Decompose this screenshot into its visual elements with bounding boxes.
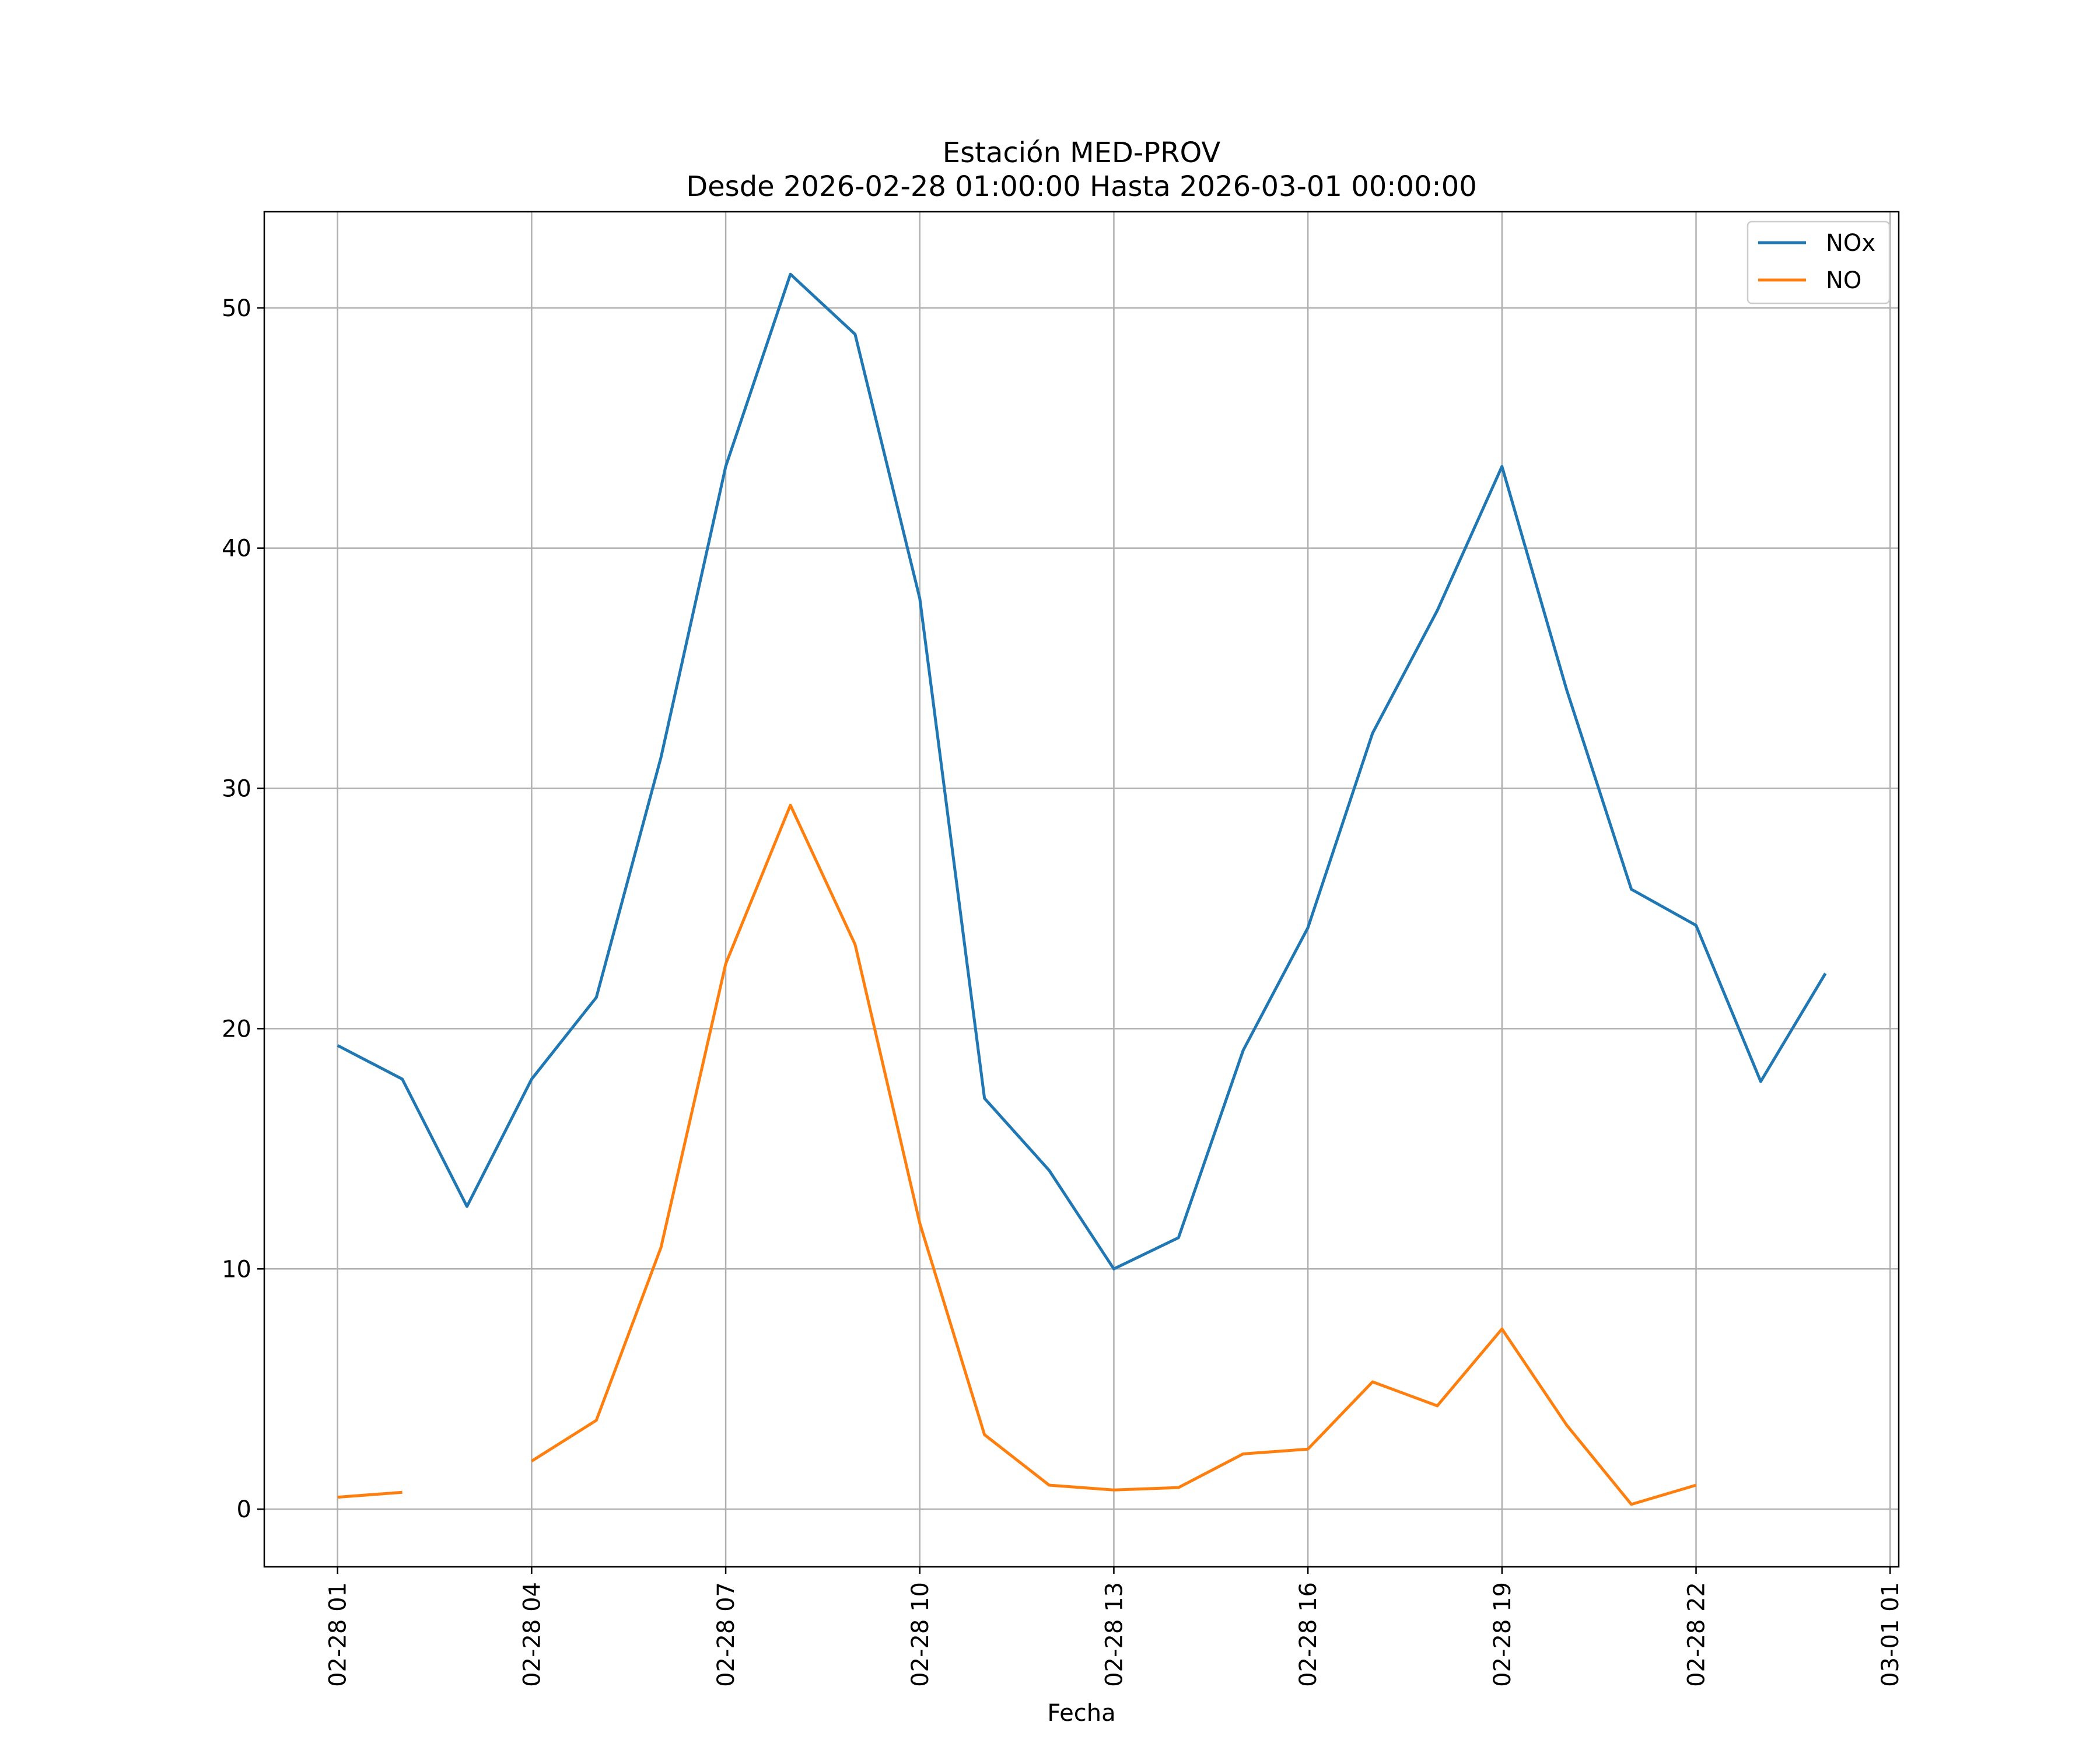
y-tick-label: 30 bbox=[222, 776, 251, 803]
x-tick-label: 02-28 16 bbox=[1295, 1582, 1322, 1687]
series-line-no bbox=[337, 1490, 402, 1499]
chart-title-line-2: Desde 2026-02-28 01:00:00 Hasta 2026-03-… bbox=[686, 170, 1477, 203]
series-no bbox=[337, 803, 1697, 1506]
x-tick-label: 02-28 01 bbox=[325, 1582, 352, 1687]
legend-label-nox: NOx bbox=[1826, 230, 1875, 257]
grid bbox=[264, 212, 1899, 1567]
x-tick-label: 02-28 04 bbox=[519, 1582, 545, 1687]
y-tick-label: 0 bbox=[237, 1496, 251, 1523]
y-tick-label: 40 bbox=[222, 536, 251, 562]
x-tick-label: 02-28 19 bbox=[1489, 1582, 1516, 1687]
chart-title-line-1: Estación MED-PROV bbox=[943, 136, 1221, 169]
series-nox bbox=[337, 272, 1827, 1270]
series-line-no bbox=[531, 803, 1697, 1506]
x-tick-label: 02-28 07 bbox=[713, 1582, 740, 1687]
x-tick-label: 02-28 10 bbox=[907, 1582, 934, 1687]
series-line-nox bbox=[337, 272, 1827, 1270]
y-tick-label: 20 bbox=[222, 1016, 251, 1042]
y-tick-label: 50 bbox=[222, 295, 251, 322]
x-tick-label: 02-28 22 bbox=[1684, 1582, 1710, 1687]
y-tick-label: 10 bbox=[222, 1256, 251, 1283]
plot-frame bbox=[263, 211, 1900, 1568]
legend: NOx NO bbox=[1746, 220, 1891, 304]
x-axis-label: Fecha bbox=[1047, 1700, 1115, 1727]
x-tick-label: 02-28 13 bbox=[1101, 1582, 1128, 1687]
axis-ticks: 02-28 01 02-28 04 02-28 07 02-28 10 02-28 13… bbox=[222, 295, 1904, 1687]
x-tick-label: 03-01 01 bbox=[1877, 1582, 1904, 1687]
legend-label-no: NO bbox=[1826, 267, 1861, 294]
series-lines bbox=[337, 272, 1827, 1506]
